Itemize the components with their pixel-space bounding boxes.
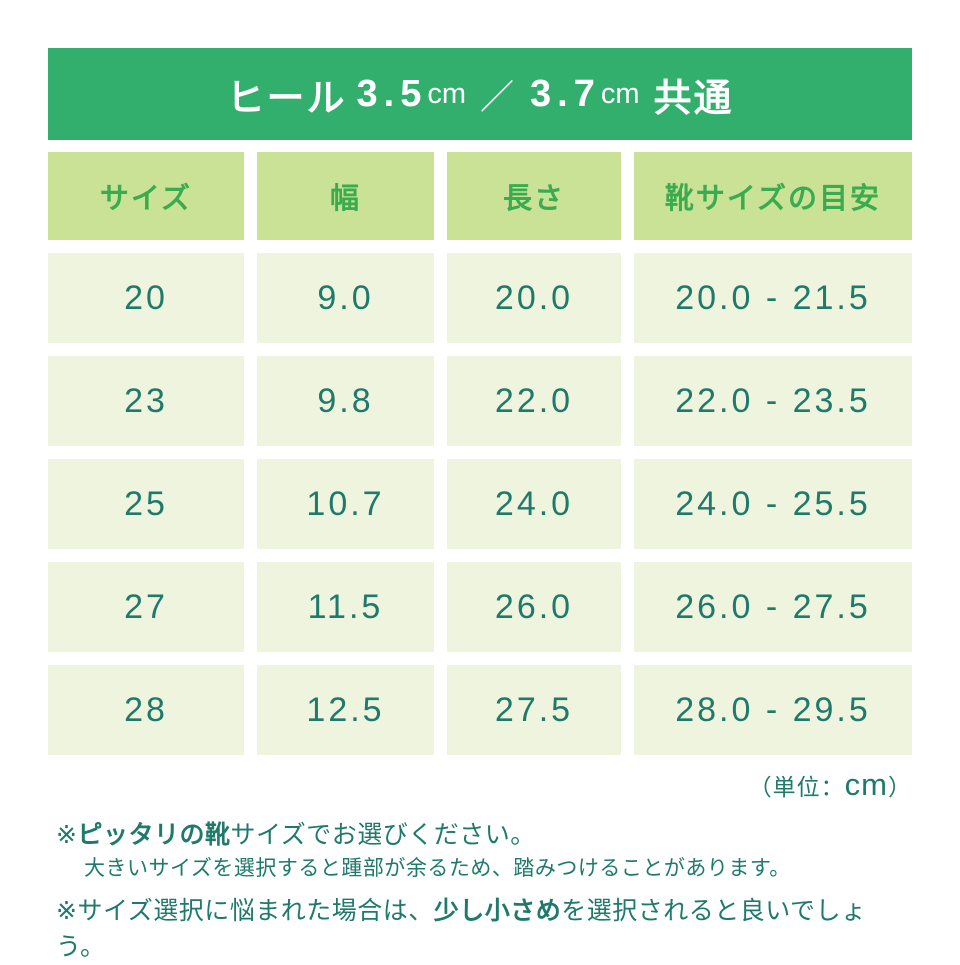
banner-suffix: 共通 (653, 77, 734, 120)
table-cell-size: 28 (48, 665, 244, 755)
unit-note-unit: cm (844, 767, 888, 802)
footnote-2-marker: ※ (56, 896, 78, 925)
table-cell-guide: 24.0 - 25.5 (634, 459, 912, 549)
table-cell-guide: 22.0 - 23.5 (634, 356, 912, 446)
table-cell-width: 9.8 (257, 356, 434, 446)
unit-note-prefix: （単位： (748, 774, 845, 800)
unit-note: （単位：cm） (48, 767, 912, 803)
table-cell-guide: 26.0 - 27.5 (634, 562, 912, 652)
unit-note-suffix: ） (888, 774, 912, 800)
table-cell-width: 12.5 (257, 665, 434, 755)
banner-heel-value-1: 3.5 (356, 72, 428, 115)
footnote-2-bold: 少し小さめ (433, 896, 562, 925)
banner-heel-value-2: 3.7 (530, 72, 601, 115)
table-cell-size: 20 (48, 253, 244, 343)
table-cell-guide: 20.0 - 21.5 (634, 253, 912, 343)
table-cell-size: 25 (48, 459, 244, 549)
footnote-1-line-2: 大きいサイズを選択すると踵部が余るため、踏みつけることがあります。 (84, 857, 791, 881)
footnote-1-marker: ※ (56, 821, 78, 849)
table-cell-length: 20.0 (447, 253, 621, 343)
table-cell-length: 24.0 (447, 459, 621, 549)
banner-unit-1: cm (427, 77, 466, 110)
title-banner: ヒール 3.5 cm ／ 3.7 cm 共通 (48, 48, 912, 140)
column-header-length: 長さ (447, 152, 621, 240)
footnote-1-rest: サイズでお選びください。 (230, 821, 536, 849)
footnote-2-pre: サイズ選択に悩まれた場合は、 (77, 896, 434, 925)
column-header-shoe-size-guide: 靴サイズの目安 (634, 152, 912, 240)
column-header-width: 幅 (257, 152, 434, 240)
footnote-1: ※ピッタリの靴サイズでお選びください。 (56, 817, 912, 853)
table-cell-width: 10.7 (257, 459, 434, 549)
footnote-1-bold: ピッタリの靴 (77, 821, 231, 849)
banner-separator: ／ (480, 78, 516, 117)
table-cell-width: 9.0 (257, 253, 434, 343)
table-cell-width: 11.5 (257, 562, 434, 652)
footnote-2: ※サイズ選択に悩まれた場合は、少し小さめを選択されると良いでしょう。 (56, 893, 912, 965)
footnotes: ※ピッタリの靴サイズでお選びください。 大きいサイズを選択すると踵部が余るため、… (48, 817, 912, 965)
size-table: サイズ 幅 長さ 靴サイズの目安 20 9.0 20.0 20.0 - 21.5… (48, 152, 912, 755)
banner-heel-label: ヒール (226, 77, 347, 120)
table-cell-length: 22.0 (447, 356, 621, 446)
banner-unit-2: cm (600, 77, 640, 110)
table-cell-size: 23 (48, 356, 244, 446)
column-header-size: サイズ (48, 152, 244, 240)
table-cell-guide: 28.0 - 29.5 (634, 665, 912, 755)
table-cell-size: 27 (48, 562, 244, 652)
table-cell-length: 26.0 (447, 562, 621, 652)
table-cell-length: 27.5 (447, 665, 621, 755)
footnote-2-post: を選択されると良いでしょう。 (56, 896, 867, 961)
